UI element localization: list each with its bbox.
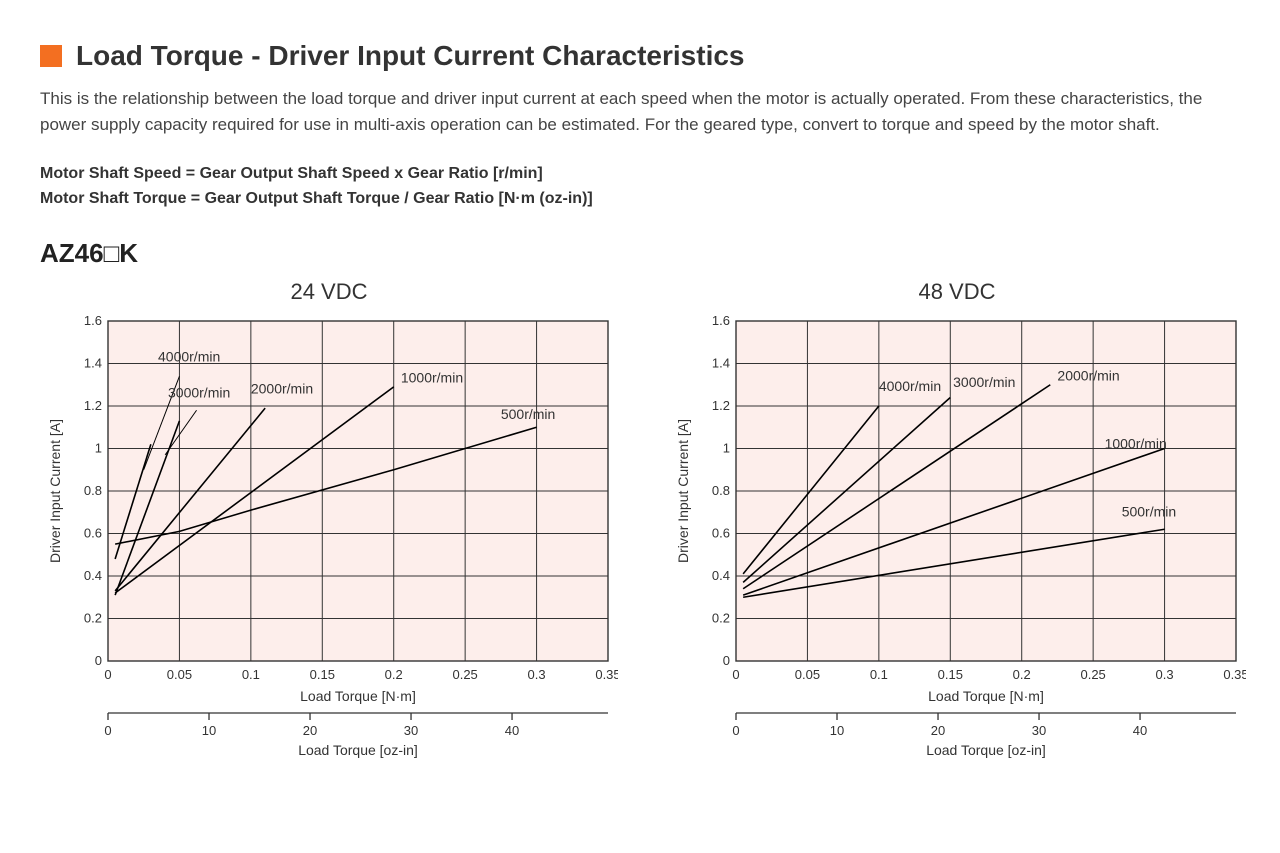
x2-axis-label: Load Torque [oz-in] (926, 742, 1046, 758)
x-axis-label: Load Torque [N·m] (300, 688, 416, 704)
x-tick-label: 0.25 (452, 667, 477, 682)
x-tick-label: 0.3 (1156, 667, 1174, 682)
x2-tick-label: 20 (303, 723, 317, 738)
y-tick-label: 1.6 (84, 313, 102, 328)
formula-block: Motor Shaft Speed = Gear Output Shaft Sp… (40, 161, 1240, 212)
y-tick-label: 0 (723, 653, 730, 668)
x-tick-label: 0.2 (385, 667, 403, 682)
x-tick-label: 0.15 (310, 667, 335, 682)
x2-tick-label: 0 (732, 723, 739, 738)
x-tick-label: 0 (104, 667, 111, 682)
x-tick-label: 0 (732, 667, 739, 682)
chart-svg: 0 0.2 0.4 0.6 0.8 1 1.2 1.4 1.6 0 0.05 0.1 0.15 0.2 0.… (40, 311, 618, 773)
series-label: 500r/min (1122, 503, 1176, 519)
x2-tick-label: 20 (931, 723, 945, 738)
chart-svg: 0 0.2 0.4 0.6 0.8 1 1.2 1.4 1.6 0 0.05 0.1 0.15 0.2 0.… (668, 311, 1246, 773)
chart-title: 24 VDC (40, 279, 618, 305)
y-tick-label: 1.4 (712, 355, 730, 370)
x2-tick-label: 40 (1133, 723, 1147, 738)
y-tick-label: 1.2 (84, 398, 102, 413)
chart-title: 48 VDC (668, 279, 1246, 305)
y-tick-label: 0 (95, 653, 102, 668)
description-text: This is the relationship between the loa… (40, 86, 1240, 139)
x2-tick-label: 10 (830, 723, 844, 738)
y-tick-label: 0.8 (84, 483, 102, 498)
accent-square (40, 45, 62, 67)
y-tick-label: 0.2 (712, 610, 730, 625)
x-tick-label: 0.1 (242, 667, 260, 682)
x-tick-label: 0.35 (1223, 667, 1246, 682)
x-tick-label: 0.05 (795, 667, 820, 682)
series-label: 2000r/min (251, 380, 313, 396)
series-label: 4000r/min (879, 378, 941, 394)
y-axis-label: Driver Input Current [A] (47, 419, 63, 563)
y-tick-label: 0.6 (712, 525, 730, 540)
x-tick-label: 0.15 (938, 667, 963, 682)
series-label: 1000r/min (1105, 435, 1167, 451)
series-label: 3000r/min (168, 384, 230, 400)
series-label: 2000r/min (1057, 367, 1119, 383)
x2-tick-label: 30 (404, 723, 418, 738)
chart-column: 48 VDC 0 0.2 0.4 0.6 0.8 1 1.2 1.4 1.6 0 0.05 0.1 0.1… (668, 279, 1246, 778)
x2-axis-label: Load Torque [oz-in] (298, 742, 418, 758)
x2-tick-label: 30 (1032, 723, 1046, 738)
x2-tick-label: 40 (505, 723, 519, 738)
formula-speed: Motor Shaft Speed = Gear Output Shaft Sp… (40, 161, 1240, 187)
charts-container: 24 VDC 0 0.2 0.4 0.6 0.8 1 1.2 1.4 1.6 0 0.05 0.1 0.1… (40, 279, 1240, 778)
x-tick-label: 0.2 (1013, 667, 1031, 682)
formula-torque: Motor Shaft Torque = Gear Output Shaft T… (40, 186, 1240, 212)
y-tick-label: 1.6 (712, 313, 730, 328)
x-axis-label: Load Torque [N·m] (928, 688, 1044, 704)
x-tick-label: 0.3 (528, 667, 546, 682)
series-label: 3000r/min (953, 374, 1015, 390)
chart-column: 24 VDC 0 0.2 0.4 0.6 0.8 1 1.2 1.4 1.6 0 0.05 0.1 0.1… (40, 279, 618, 778)
x-tick-label: 0.1 (870, 667, 888, 682)
series-label: 500r/min (501, 406, 555, 422)
x-tick-label: 0.35 (595, 667, 618, 682)
y-tick-label: 0.8 (712, 483, 730, 498)
y-tick-label: 0.4 (712, 568, 730, 583)
series-label: 4000r/min (158, 348, 220, 364)
x-tick-label: 0.25 (1080, 667, 1105, 682)
y-tick-label: 1 (95, 440, 102, 455)
y-tick-label: 1.2 (712, 398, 730, 413)
y-tick-label: 1 (723, 440, 730, 455)
chart-plot: 0 0.2 0.4 0.6 0.8 1 1.2 1.4 1.6 0 0.05 0.1 0.15 0.2 0.… (668, 311, 1246, 778)
x2-tick-label: 10 (202, 723, 216, 738)
y-axis-label: Driver Input Current [A] (675, 419, 691, 563)
x-tick-label: 0.05 (167, 667, 192, 682)
series-label: 1000r/min (401, 370, 463, 386)
model-number: AZ46□K (40, 238, 1240, 269)
y-tick-label: 0.6 (84, 525, 102, 540)
x2-tick-label: 0 (104, 723, 111, 738)
y-tick-label: 1.4 (84, 355, 102, 370)
y-tick-label: 0.4 (84, 568, 102, 583)
page-title: Load Torque - Driver Input Current Chara… (76, 40, 745, 72)
page-header: Load Torque - Driver Input Current Chara… (40, 40, 1240, 72)
y-tick-label: 0.2 (84, 610, 102, 625)
chart-plot: 0 0.2 0.4 0.6 0.8 1 1.2 1.4 1.6 0 0.05 0.1 0.15 0.2 0.… (40, 311, 618, 778)
